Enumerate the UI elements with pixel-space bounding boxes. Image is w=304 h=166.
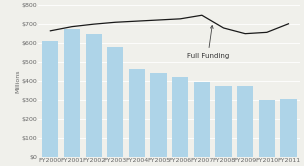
Bar bbox=[237, 86, 253, 157]
Bar bbox=[280, 99, 297, 157]
Bar bbox=[150, 73, 167, 157]
Bar bbox=[129, 69, 145, 157]
Y-axis label: Millions: Millions bbox=[15, 69, 20, 93]
Bar bbox=[259, 100, 275, 157]
Bar bbox=[85, 34, 102, 157]
Text: Full Funding: Full Funding bbox=[187, 26, 229, 59]
Bar bbox=[216, 86, 232, 157]
Bar bbox=[64, 29, 80, 157]
Bar bbox=[194, 82, 210, 157]
Bar bbox=[107, 47, 123, 157]
Bar bbox=[42, 41, 58, 157]
Bar bbox=[172, 77, 188, 157]
